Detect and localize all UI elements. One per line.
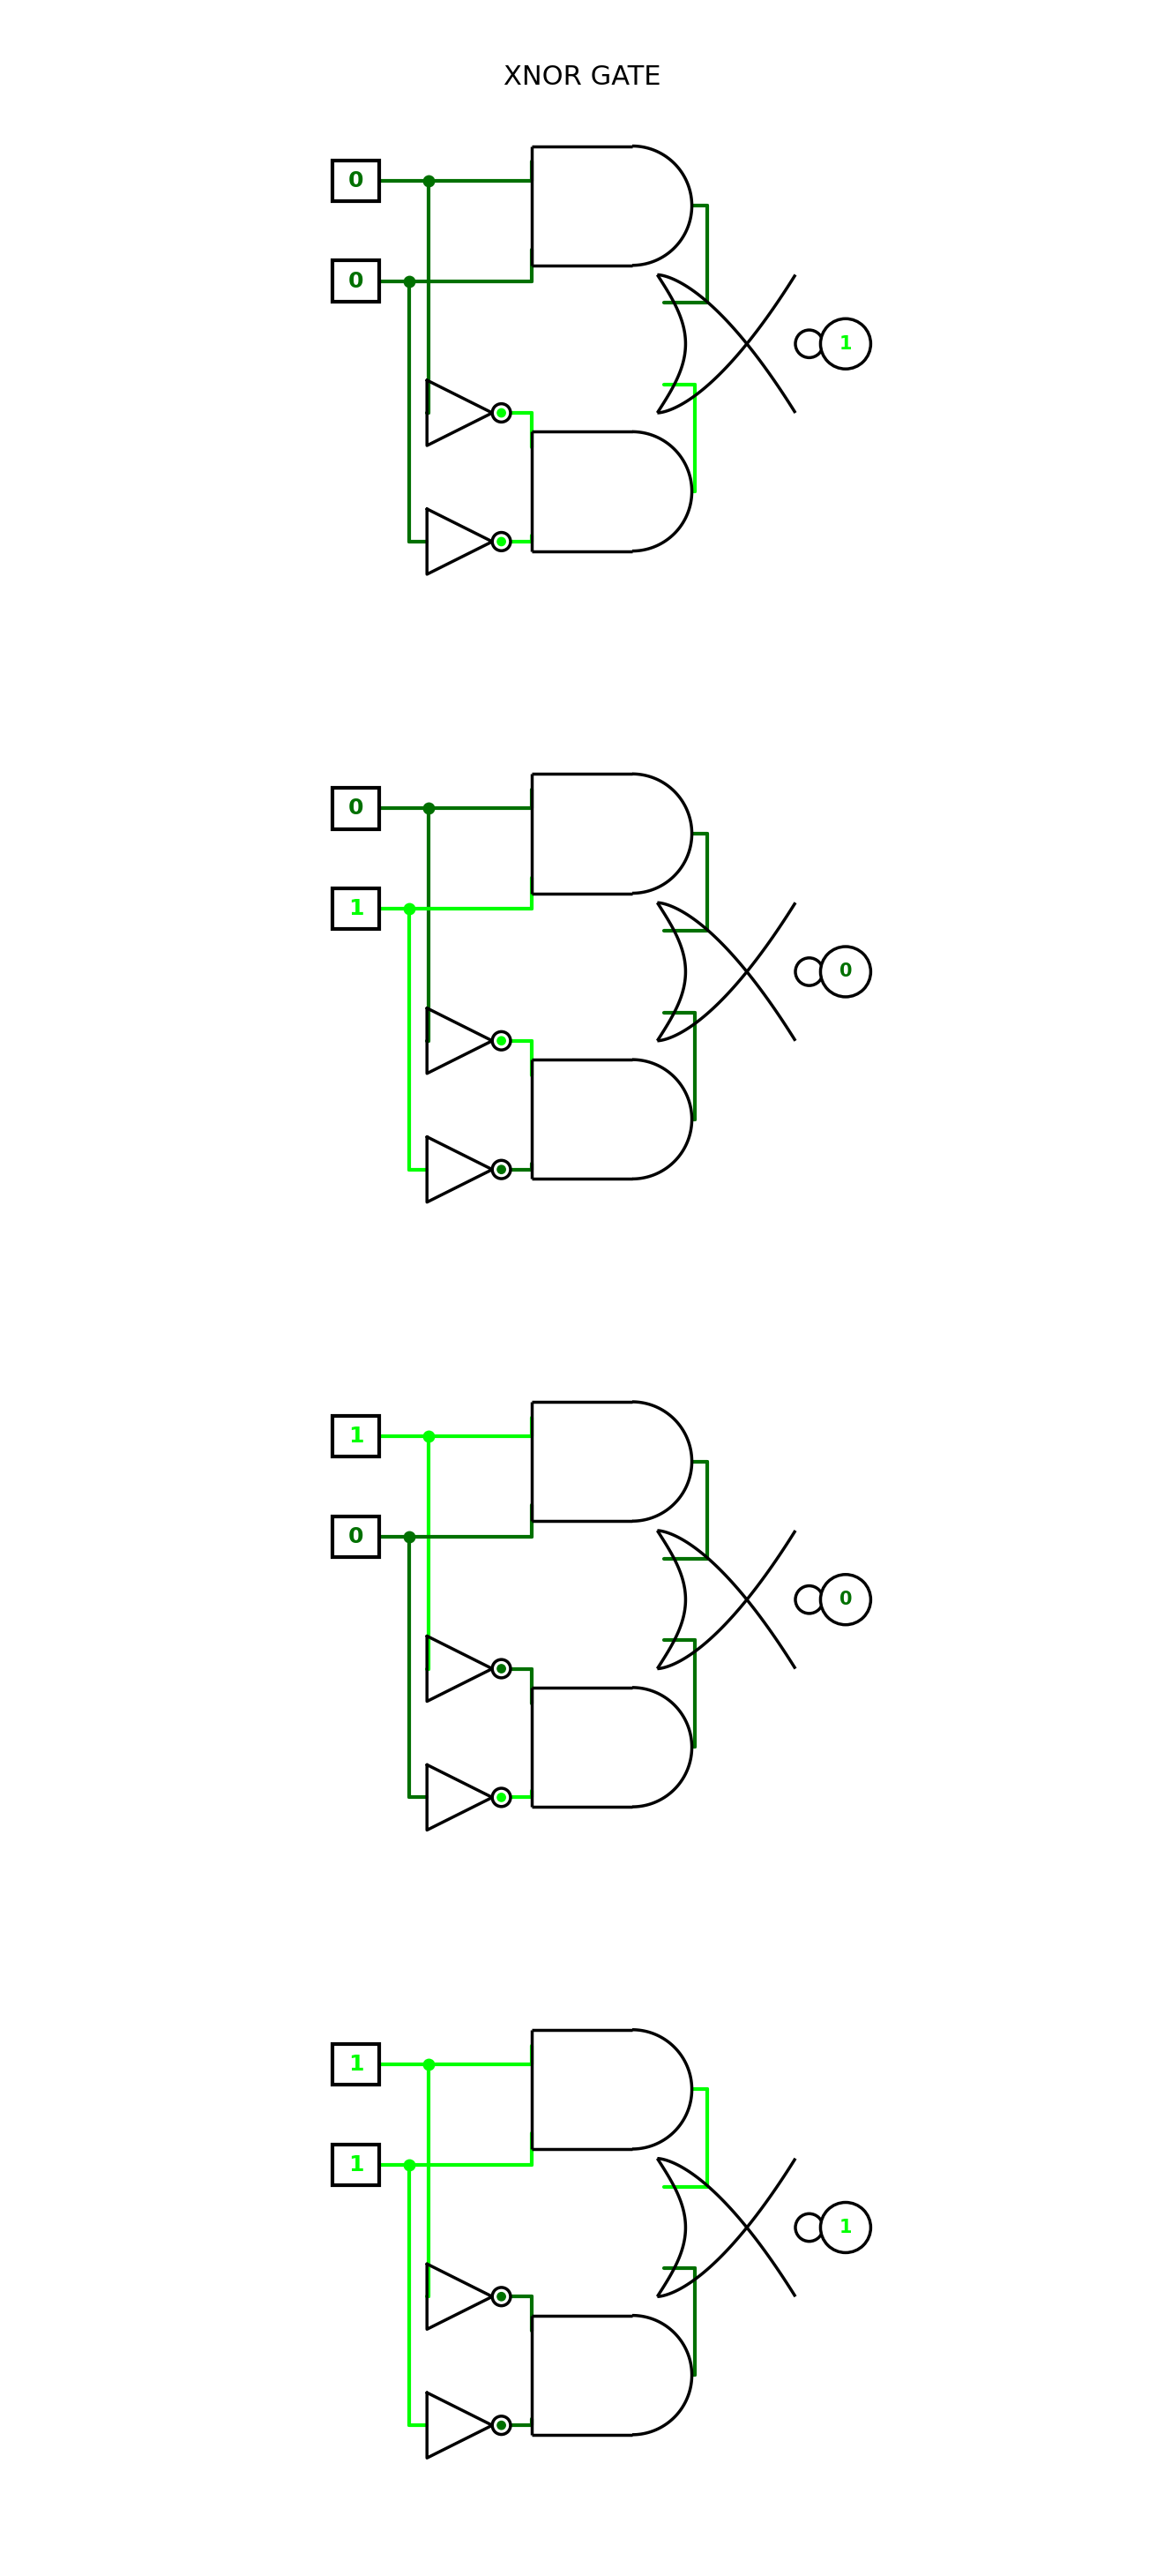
FancyBboxPatch shape bbox=[333, 2043, 379, 2084]
FancyBboxPatch shape bbox=[333, 260, 379, 301]
Circle shape bbox=[497, 538, 505, 546]
Text: 0: 0 bbox=[348, 1525, 364, 1548]
Text: 1: 1 bbox=[839, 335, 852, 353]
Circle shape bbox=[492, 2416, 511, 2434]
Circle shape bbox=[492, 1159, 511, 1180]
Text: 1: 1 bbox=[348, 899, 364, 920]
FancyBboxPatch shape bbox=[333, 160, 379, 201]
Circle shape bbox=[795, 2213, 823, 2241]
Circle shape bbox=[492, 404, 511, 422]
Circle shape bbox=[492, 533, 511, 551]
Circle shape bbox=[821, 1574, 871, 1625]
Circle shape bbox=[492, 2287, 511, 2306]
Circle shape bbox=[497, 2293, 505, 2300]
Circle shape bbox=[821, 2202, 871, 2251]
FancyBboxPatch shape bbox=[333, 2143, 379, 2184]
Text: 1: 1 bbox=[839, 2218, 852, 2236]
Circle shape bbox=[497, 1793, 505, 1801]
Circle shape bbox=[821, 945, 871, 997]
Circle shape bbox=[497, 410, 505, 417]
Text: 1: 1 bbox=[348, 2154, 364, 2174]
Text: XNOR GATE: XNOR GATE bbox=[503, 64, 661, 90]
Circle shape bbox=[492, 1659, 511, 1677]
Circle shape bbox=[492, 1788, 511, 1806]
Text: 0: 0 bbox=[839, 1592, 852, 1607]
FancyBboxPatch shape bbox=[333, 1517, 379, 1558]
Circle shape bbox=[795, 958, 823, 987]
Circle shape bbox=[497, 1164, 505, 1175]
Circle shape bbox=[497, 1664, 505, 1672]
Circle shape bbox=[492, 1030, 511, 1051]
Text: 1: 1 bbox=[348, 1425, 364, 1448]
Text: 1: 1 bbox=[348, 2053, 364, 2074]
Circle shape bbox=[795, 330, 823, 358]
Text: 0: 0 bbox=[348, 170, 364, 191]
FancyBboxPatch shape bbox=[333, 889, 379, 930]
Circle shape bbox=[497, 2421, 505, 2429]
FancyBboxPatch shape bbox=[333, 788, 379, 829]
Circle shape bbox=[497, 1036, 505, 1046]
FancyBboxPatch shape bbox=[333, 1417, 379, 1458]
Text: 0: 0 bbox=[348, 270, 364, 291]
Circle shape bbox=[821, 319, 871, 368]
Text: 0: 0 bbox=[839, 963, 852, 981]
Text: 0: 0 bbox=[348, 799, 364, 819]
Circle shape bbox=[795, 1587, 823, 1613]
